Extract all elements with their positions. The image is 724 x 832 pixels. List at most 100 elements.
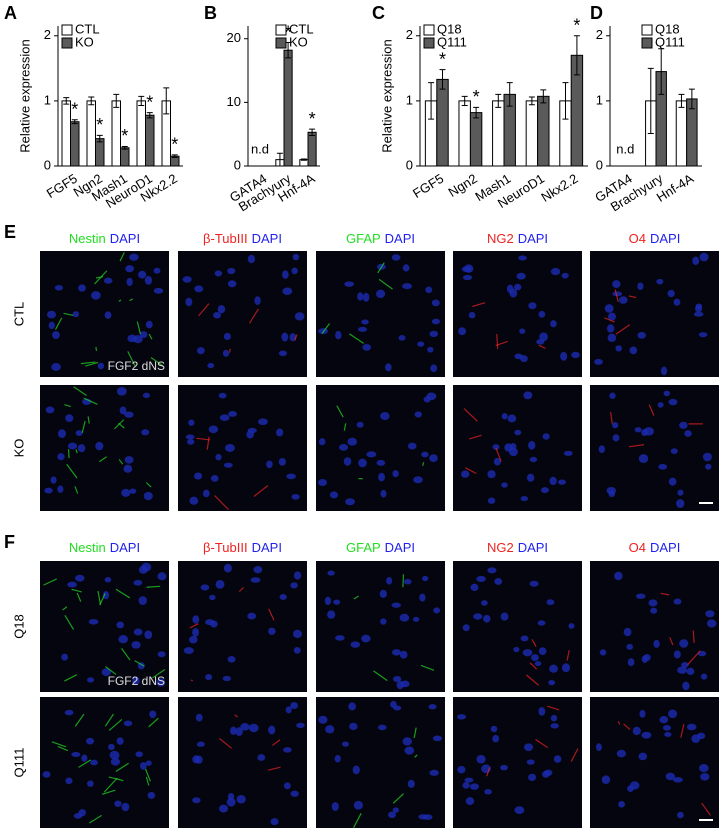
nucleus [283,782,291,790]
nucleus [529,580,539,587]
nucleus [700,673,708,680]
y-tick-label: 0 [234,157,241,172]
stain-label: GFAP [346,540,381,555]
stain-label: O4 [629,540,646,555]
bar [675,100,688,167]
legend-swatch [61,24,73,36]
nucleus [483,614,491,623]
nucleus [386,577,393,585]
nucleus [494,577,503,585]
nucleus [476,575,486,583]
micrograph [178,385,307,511]
nucleus [507,414,517,423]
cell-process [353,595,359,600]
nucleus [473,613,483,620]
nucleus [419,593,426,602]
nucleus [194,285,204,293]
cell-process [198,303,210,317]
nucleus [353,800,363,810]
micrograph [178,251,307,377]
y-tick-label: 0 [596,157,603,172]
nucleus [116,737,124,745]
nucleus [205,619,215,626]
nucleus [529,456,538,463]
cell-process [118,299,122,302]
nucleus [376,459,386,466]
error-bar [146,112,153,119]
nucleus [706,619,717,628]
nucleus [54,284,64,291]
cell-process [321,323,331,335]
nucleus [697,732,706,740]
bar [469,112,483,167]
nucleus [626,643,634,650]
nucleus [350,641,361,648]
nucleus [508,447,518,457]
cell-process [377,262,385,274]
nucleus [563,450,573,456]
significance-mark: * [71,100,78,120]
legend-label: CTL [75,21,100,36]
legend-swatch [423,37,435,49]
x-tick-label: FGF5 [410,171,446,201]
panel-letter: C [372,3,385,23]
y-tick-label: 2 [596,27,603,42]
nucleus [618,800,626,808]
nucleus [407,442,417,450]
nucleus [325,725,335,734]
column-header: β-TubIII DAPI [203,540,282,555]
cell-process [206,436,210,450]
nucleus [682,681,690,691]
nucleus [153,267,161,274]
cell-process [609,411,613,424]
nucleus [129,488,137,494]
micrograph [453,697,582,828]
legend-label: CTL [289,21,314,36]
nucleus [681,662,689,668]
nucleus [598,445,605,454]
nucleus [290,790,299,797]
stain-label: DAPI [252,231,282,246]
nucleus [188,635,198,644]
nucleus [183,647,194,655]
nucleus [514,806,525,815]
nucleus [213,311,222,319]
nucleus [209,594,216,601]
nucleus [606,324,615,333]
panel-letter: D [590,3,603,23]
nucleus [462,624,470,632]
cell-process [378,278,393,290]
nucleus [470,583,479,592]
nucleus [192,615,200,624]
nucleus [247,427,257,434]
cell-process [150,356,164,367]
cell-process [349,333,364,344]
cell-process [189,623,199,629]
nucleus [524,743,534,752]
error-bar [461,95,468,106]
nucleus [71,751,81,757]
nucleus [612,421,619,429]
nucleus [549,476,557,486]
cell-process [486,767,491,777]
cell-process [103,777,118,793]
nucleus [253,566,263,574]
nucleus [561,272,569,279]
nucleus [143,491,153,501]
nucleus [223,462,233,468]
cell-process [104,713,114,727]
nucleus [679,421,688,429]
legend-swatch [275,37,287,49]
nucleus [64,709,74,716]
cell-process [118,422,125,429]
nucleus [292,629,302,639]
nucleus [223,563,232,573]
nucleus [293,647,301,654]
nucleus [327,610,336,619]
nucleus [522,649,533,657]
stain-label: DAPI [518,540,548,555]
nucleus [399,650,408,659]
nucleus [612,291,623,297]
cell-process [623,723,631,730]
nucleus [50,476,57,484]
